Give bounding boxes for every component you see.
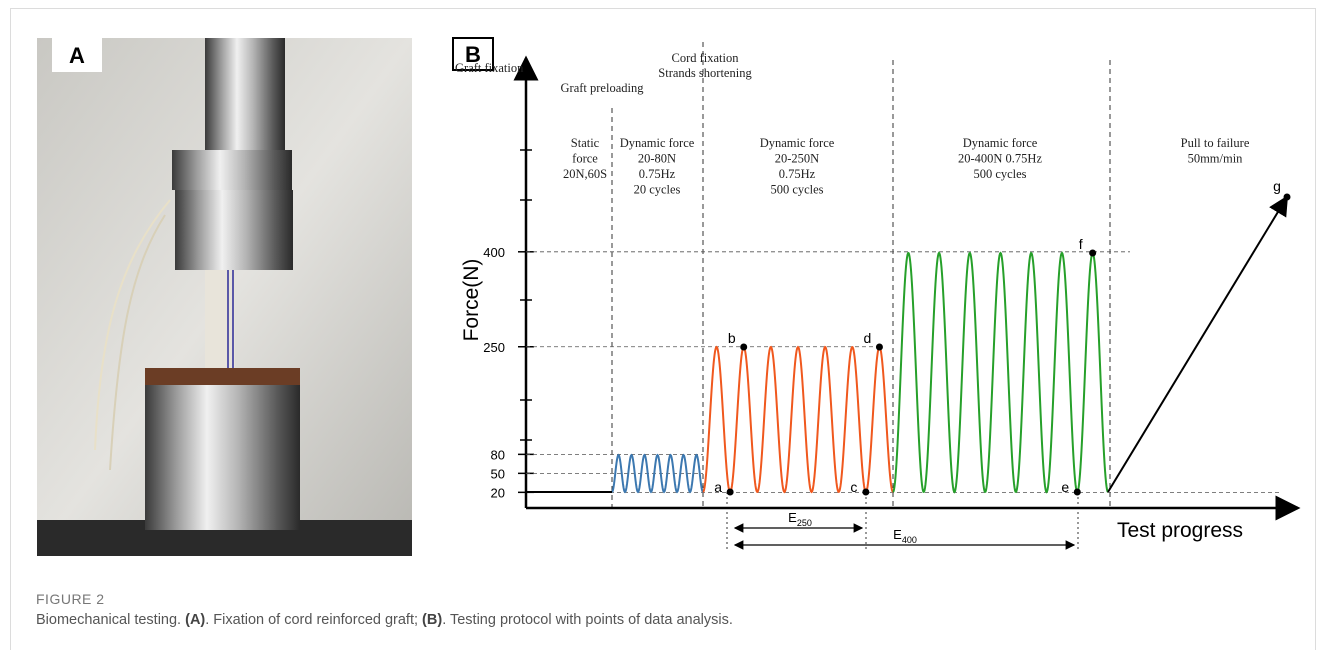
wave [702,345,894,494]
header: Strands shortening [658,66,752,80]
interval-symbol: E [893,527,902,542]
phase-label: 20 cycles [634,183,681,197]
interval-symbol: E [788,510,797,525]
point [862,488,870,496]
point-label: g [1273,178,1281,194]
wave [611,453,704,494]
interval-label: E400 [893,527,917,545]
wave [892,251,1109,494]
phase-label: 20-80N [638,152,676,166]
x-axis-title: Test progress [1117,519,1243,542]
point [1089,249,1097,257]
figure: A B Force(N) Test progress Graft fixatio… [37,37,1301,556]
phase-label: 20-250N [775,152,819,166]
point [1283,193,1291,201]
point-label: f [1079,236,1083,252]
phase-label: 500 cycles [770,183,823,197]
interval-subscript: 250 [797,518,812,528]
point-label: b [728,330,736,346]
phase-dividers [611,42,1111,508]
point-label: a [714,479,722,495]
y-tick-label: 250 [483,340,505,355]
phase-label: 0.75Hz [639,167,676,181]
header: Cord fixation [671,51,739,65]
y-tick-label: 20 [491,485,505,500]
failure-ramp [1107,195,1289,493]
minor-ticks [520,149,532,441]
panel-label: A [69,43,85,68]
y-axis-title: Force(N) [460,259,483,342]
point [875,343,883,351]
protocol-diagram: B Force(N) Test progress Graft fixation … [452,37,1301,552]
header: Graft fixation [455,61,524,75]
phase-label: 20N,60S [563,167,607,181]
phase-label: Dynamic force [963,136,1038,150]
caption-ref: (B) [422,612,443,628]
caption-text: . Fixation of cord reinforced graft; [205,612,423,628]
interval-subscript: 400 [902,535,917,545]
figure-caption: Biomechanical testing. (A). Fixation of … [36,612,733,628]
header: Graft preloading [561,81,645,95]
point [726,488,734,496]
point-label: d [864,330,872,346]
caption-ref: (A) [185,612,206,628]
phase-label: Static [571,136,600,150]
caption-text: . Testing protocol with points of data a… [442,612,733,628]
phase-label: force [572,152,598,166]
phase-label: 20-400N 0.75Hz [958,152,1042,166]
y-tick-label: 400 [483,245,505,260]
y-tick-label: 80 [491,447,505,462]
y-tick-label: 50 [491,466,505,481]
figure-label: FIGURE 2 [36,591,105,607]
phase-label: Dynamic force [760,136,835,150]
caption-text: Biomechanical testing. [36,612,186,628]
phase-label: Pull to failure [1181,136,1250,150]
point-label: e [1061,479,1069,495]
photo: A [37,38,412,556]
panel-label: B [465,42,481,67]
phase-label: Dynamic force [620,136,695,150]
point [740,343,748,351]
phase-label: 0.75Hz [779,167,816,181]
phase-label: 50mm/min [1188,152,1244,166]
interval-label: E250 [788,510,812,528]
figure-frame [10,8,1316,650]
phase-label: 500 cycles [973,167,1026,181]
point [1073,488,1081,496]
point-label: c [850,479,857,495]
